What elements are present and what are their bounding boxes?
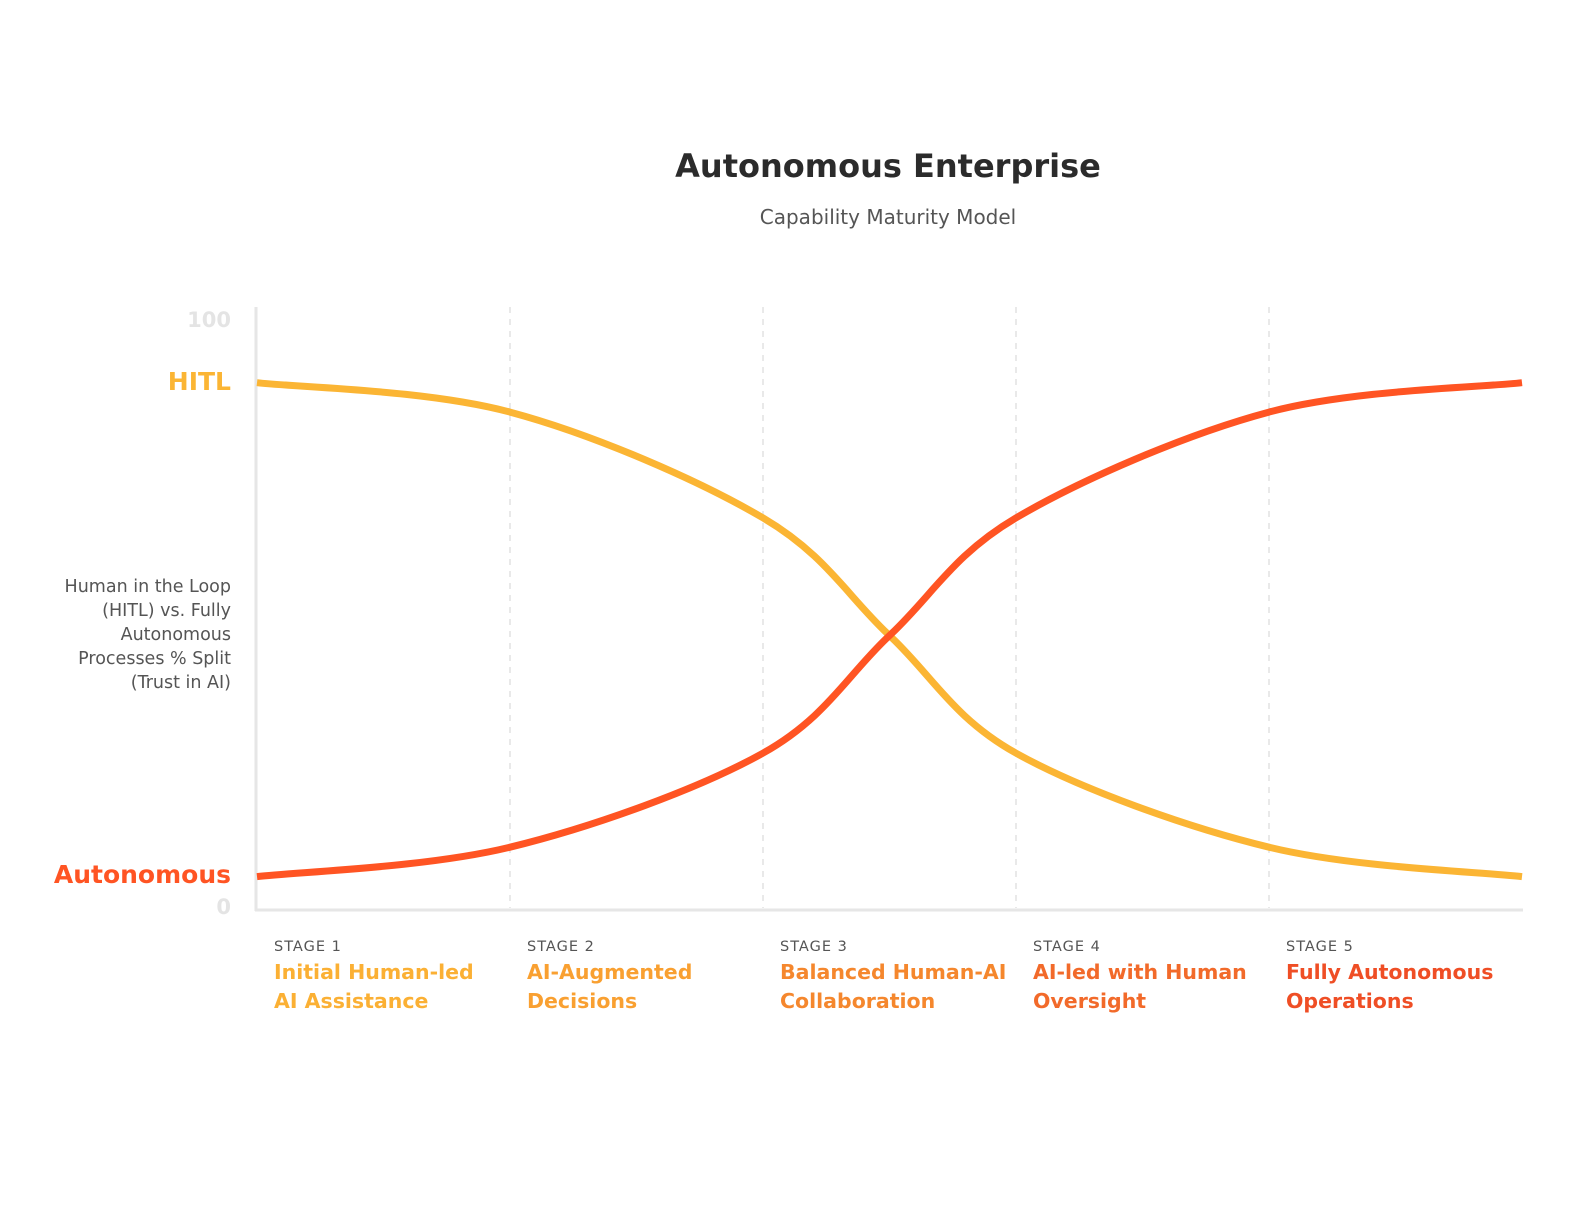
chart-title: Autonomous Enterprise xyxy=(675,147,1101,185)
y-label-line: Processes % Split xyxy=(78,649,231,669)
y-label-line: Human in the Loop xyxy=(65,577,231,597)
series-line-hitl xyxy=(256,379,1523,881)
y-label-line: (HITL) vs. Fully xyxy=(102,601,231,621)
stage-name: Balanced Human-AI xyxy=(780,960,1006,984)
stage-name: Collaboration xyxy=(780,989,935,1013)
stage-number: STAGE 1 xyxy=(274,939,342,955)
y-label-line: (Trust in AI) xyxy=(131,673,231,693)
stage-name: Operations xyxy=(1286,989,1414,1013)
series-label-autonomous: Autonomous xyxy=(54,860,231,889)
series-label-hitl: HITL xyxy=(168,367,231,396)
stage-name: AI Assistance xyxy=(274,989,428,1013)
series-lines xyxy=(256,379,1523,881)
stage-name: Decisions xyxy=(527,989,637,1013)
stage-label: STAGE 5 Fully Autonomous Operations xyxy=(1286,939,1493,1013)
stage-name: AI-led with Human xyxy=(1033,960,1247,984)
chart-subtitle: Capability Maturity Model xyxy=(760,205,1016,229)
stage-label: STAGE 3 Balanced Human-AI Collaboration xyxy=(780,939,1006,1013)
y-tick-100: 100 xyxy=(187,308,231,332)
stage-label: STAGE 1 Initial Human-led AI Assistance xyxy=(274,939,474,1013)
stage-number: STAGE 5 xyxy=(1286,939,1354,955)
stage-number: STAGE 4 xyxy=(1033,939,1101,955)
y-axis-description: Human in the Loop (HITL) vs. Fully Auton… xyxy=(65,577,232,693)
stage-label: STAGE 4 AI-led with Human Oversight xyxy=(1033,939,1247,1013)
stage-label: STAGE 2 AI-Augmented Decisions xyxy=(527,939,692,1013)
stage-number: STAGE 3 xyxy=(780,939,848,955)
stage-name: Fully Autonomous xyxy=(1286,960,1493,984)
stage-name: AI-Augmented xyxy=(527,960,692,984)
y-label-line: Autonomous xyxy=(121,625,231,645)
series-line-autonomous xyxy=(256,379,1523,881)
gridlines xyxy=(509,307,1270,908)
stage-number: STAGE 2 xyxy=(527,939,595,955)
stage-name: Oversight xyxy=(1033,989,1146,1013)
y-tick-0: 0 xyxy=(216,895,231,919)
stage-name: Initial Human-led xyxy=(274,960,474,984)
